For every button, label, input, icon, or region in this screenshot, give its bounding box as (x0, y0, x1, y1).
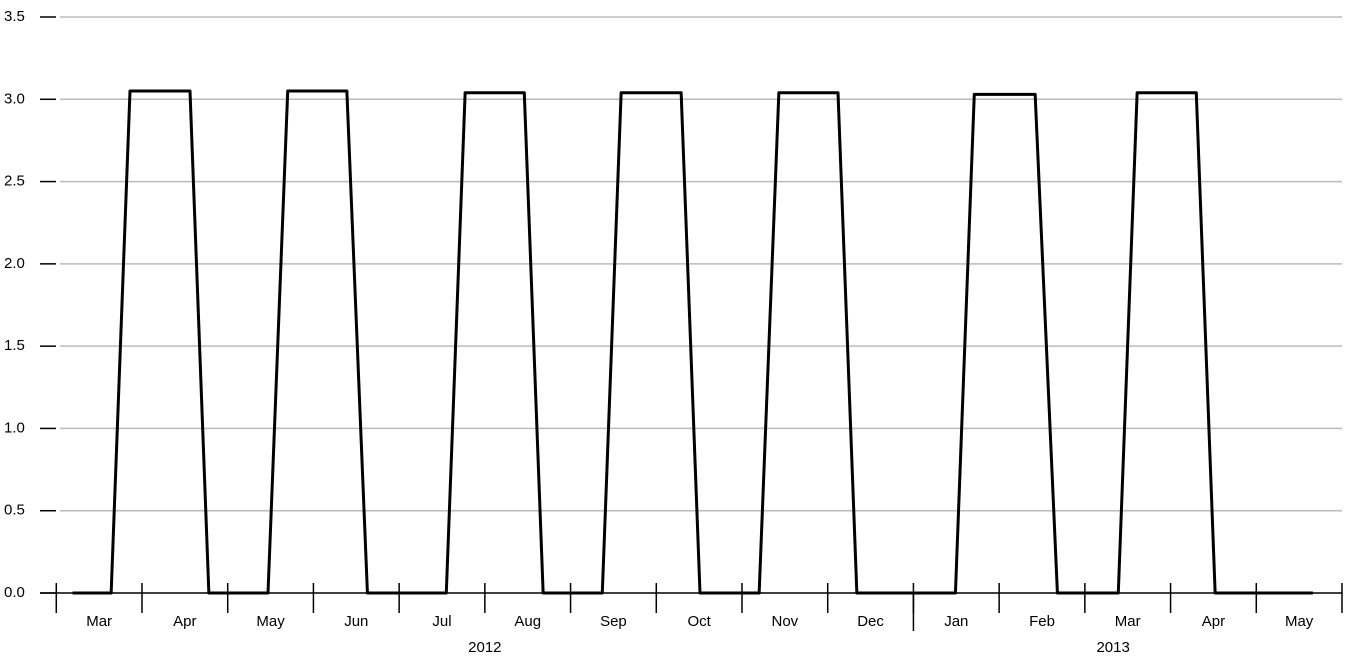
y-tick-label: 1.0 (4, 419, 25, 436)
x-tick-label: Mar (86, 613, 112, 630)
y-tick-label: 1.5 (4, 337, 25, 354)
y-tick-label: 2.0 (4, 255, 25, 272)
year-label: 2013 (1096, 639, 1129, 656)
year-label: 2012 (468, 639, 501, 656)
y-tick-label: 0.0 (4, 584, 25, 601)
x-tick-label: Jul (432, 613, 451, 630)
x-tick-label: May (256, 613, 285, 630)
x-tick-label: Apr (1202, 613, 1225, 630)
x-tick-label: May (1285, 613, 1314, 630)
x-tick-label: Apr (173, 613, 196, 630)
x-tick-label: Nov (772, 613, 799, 630)
y-tick-label: 3.5 (4, 8, 25, 25)
x-tick-label: Jun (344, 613, 368, 630)
line (72, 89, 1313, 595)
y-tick-label: 2.5 (4, 173, 25, 190)
x-tick-label: Dec (857, 613, 884, 630)
x-tick-label: Oct (687, 613, 711, 630)
x-tick-label: Feb (1029, 613, 1055, 630)
x-tick-label: Jan (944, 613, 968, 630)
x-tick-label: Sep (600, 613, 627, 630)
x-tick-label: Mar (1115, 613, 1141, 630)
y-tick-label: 3.0 (4, 90, 25, 107)
x-tick-label: Aug (514, 613, 541, 630)
y-tick-label: 0.5 (4, 502, 25, 519)
